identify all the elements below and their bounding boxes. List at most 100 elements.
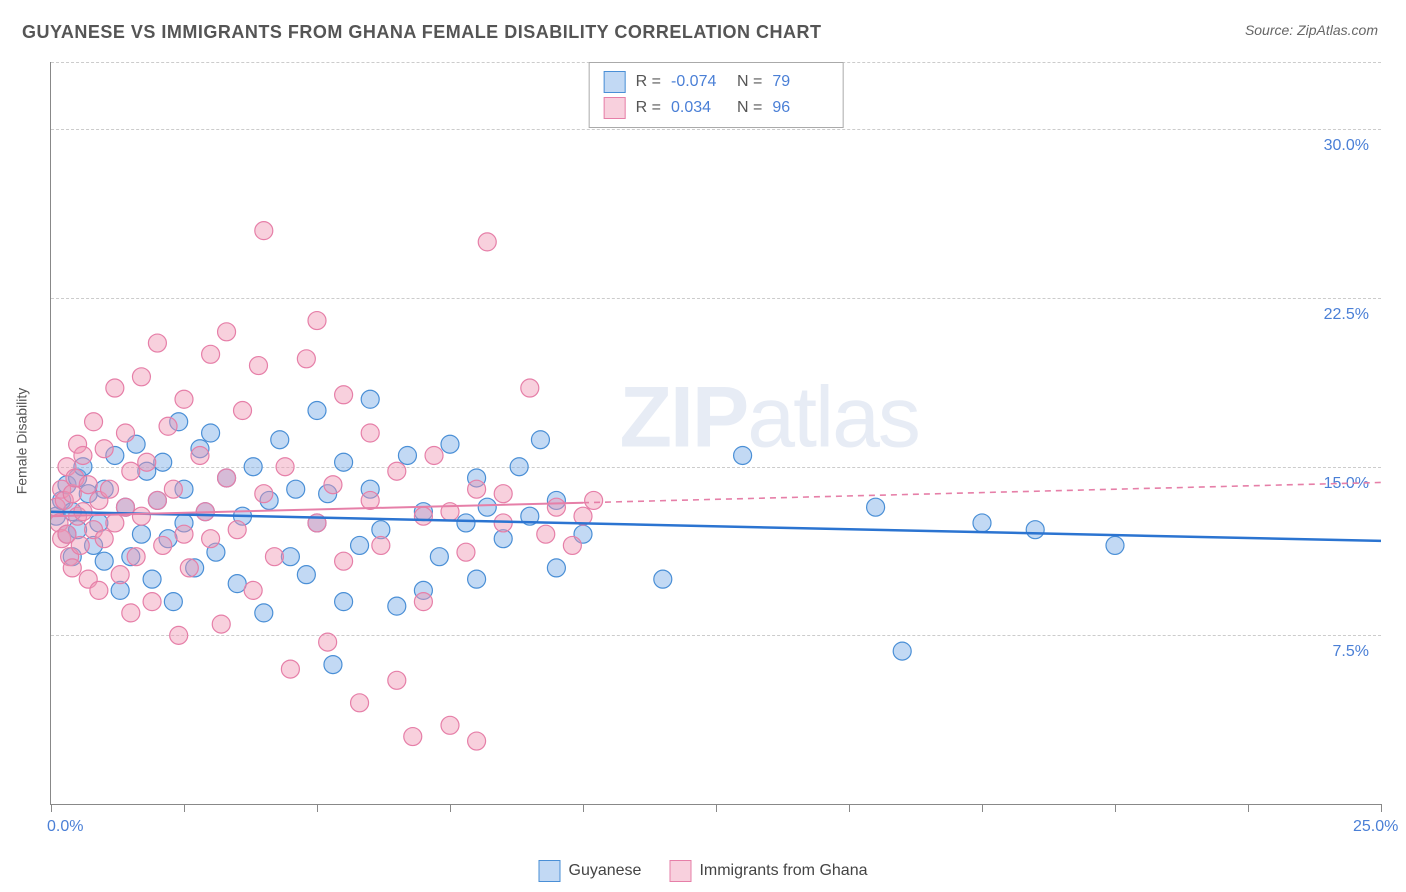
data-point — [361, 424, 379, 442]
data-point — [441, 716, 459, 734]
x-tick — [450, 804, 451, 812]
data-point — [404, 728, 422, 746]
data-point — [265, 548, 283, 566]
header: GUYANESE VS IMMIGRANTS FROM GHANA FEMALE… — [0, 0, 1406, 43]
data-point — [973, 514, 991, 532]
data-point — [202, 424, 220, 442]
data-point — [335, 386, 353, 404]
data-point — [324, 656, 342, 674]
data-point — [148, 334, 166, 352]
data-point — [324, 476, 342, 494]
data-point — [95, 552, 113, 570]
x-tick — [583, 804, 584, 812]
data-point — [255, 604, 273, 622]
stat-r-value: 0.034 — [671, 99, 727, 117]
data-point — [148, 491, 166, 509]
data-point — [154, 536, 172, 554]
data-point — [457, 543, 475, 561]
data-point — [351, 694, 369, 712]
data-point — [308, 312, 326, 330]
x-tick — [1248, 804, 1249, 812]
data-point — [74, 446, 92, 464]
data-point — [244, 581, 262, 599]
stat-n-label: N = — [737, 73, 762, 91]
data-point — [276, 458, 294, 476]
data-point — [388, 671, 406, 689]
x-tick — [317, 804, 318, 812]
data-point — [63, 559, 81, 577]
y-axis-label: Female Disability — [13, 388, 29, 495]
data-point — [132, 507, 150, 525]
data-point — [361, 390, 379, 408]
data-point — [154, 453, 172, 471]
regression-line — [51, 512, 1381, 541]
data-point — [335, 453, 353, 471]
data-point — [79, 476, 97, 494]
data-point — [351, 536, 369, 554]
data-point — [180, 559, 198, 577]
data-point — [138, 453, 156, 471]
data-point — [255, 485, 273, 503]
stat-r-label: R = — [636, 99, 661, 117]
data-point — [101, 480, 119, 498]
data-point — [734, 446, 752, 464]
x-tick — [184, 804, 185, 812]
data-point — [255, 222, 273, 240]
data-point — [468, 480, 486, 498]
x-tick-label: 25.0% — [1353, 818, 1398, 836]
data-point — [228, 521, 246, 539]
legend-swatch — [669, 860, 691, 882]
stat-n-label: N = — [737, 99, 762, 117]
x-tick — [1381, 804, 1382, 812]
x-tick — [51, 804, 52, 812]
data-point — [537, 525, 555, 543]
data-point — [563, 536, 581, 554]
data-point — [478, 233, 496, 251]
data-point — [521, 379, 539, 397]
data-point — [191, 446, 209, 464]
data-point — [457, 514, 475, 532]
data-point — [867, 498, 885, 516]
data-point — [244, 458, 262, 476]
regression-line-extrapolated — [583, 482, 1381, 502]
data-point — [143, 593, 161, 611]
data-point — [297, 566, 315, 584]
data-point — [95, 440, 113, 458]
data-point — [85, 413, 103, 431]
data-point — [398, 446, 416, 464]
data-point — [1106, 536, 1124, 554]
legend-swatch — [539, 860, 561, 882]
series-swatch — [604, 71, 626, 93]
legend-item: Guyanese — [539, 860, 642, 882]
chart-plot-area: ZIPatlas R =-0.074N =79R =0.034N =96 7.5… — [50, 62, 1381, 805]
data-point — [249, 357, 267, 375]
data-point — [90, 581, 108, 599]
data-point — [361, 491, 379, 509]
x-tick — [982, 804, 983, 812]
stat-n-value: 79 — [772, 73, 828, 91]
data-point — [111, 566, 129, 584]
source-attribution: Source: ZipAtlas.com — [1245, 22, 1378, 38]
x-tick — [849, 804, 850, 812]
data-point — [441, 435, 459, 453]
data-point — [372, 536, 390, 554]
data-point — [308, 402, 326, 420]
data-point — [132, 368, 150, 386]
data-point — [271, 431, 289, 449]
data-point — [468, 732, 486, 750]
data-point — [71, 536, 89, 554]
stat-n-value: 96 — [772, 99, 828, 117]
data-point — [335, 552, 353, 570]
series-swatch — [604, 97, 626, 119]
stat-r-label: R = — [636, 73, 661, 91]
data-point — [388, 597, 406, 615]
data-point — [414, 507, 432, 525]
data-point — [212, 615, 230, 633]
y-axis-label-container: Female Disability — [10, 62, 40, 804]
data-point — [127, 548, 145, 566]
stats-legend-box: R =-0.074N =79R =0.034N =96 — [589, 62, 844, 128]
data-point — [164, 593, 182, 611]
bottom-legend: GuyaneseImmigrants from Ghana — [539, 860, 868, 882]
data-point — [202, 530, 220, 548]
legend-label: Guyanese — [569, 862, 642, 880]
